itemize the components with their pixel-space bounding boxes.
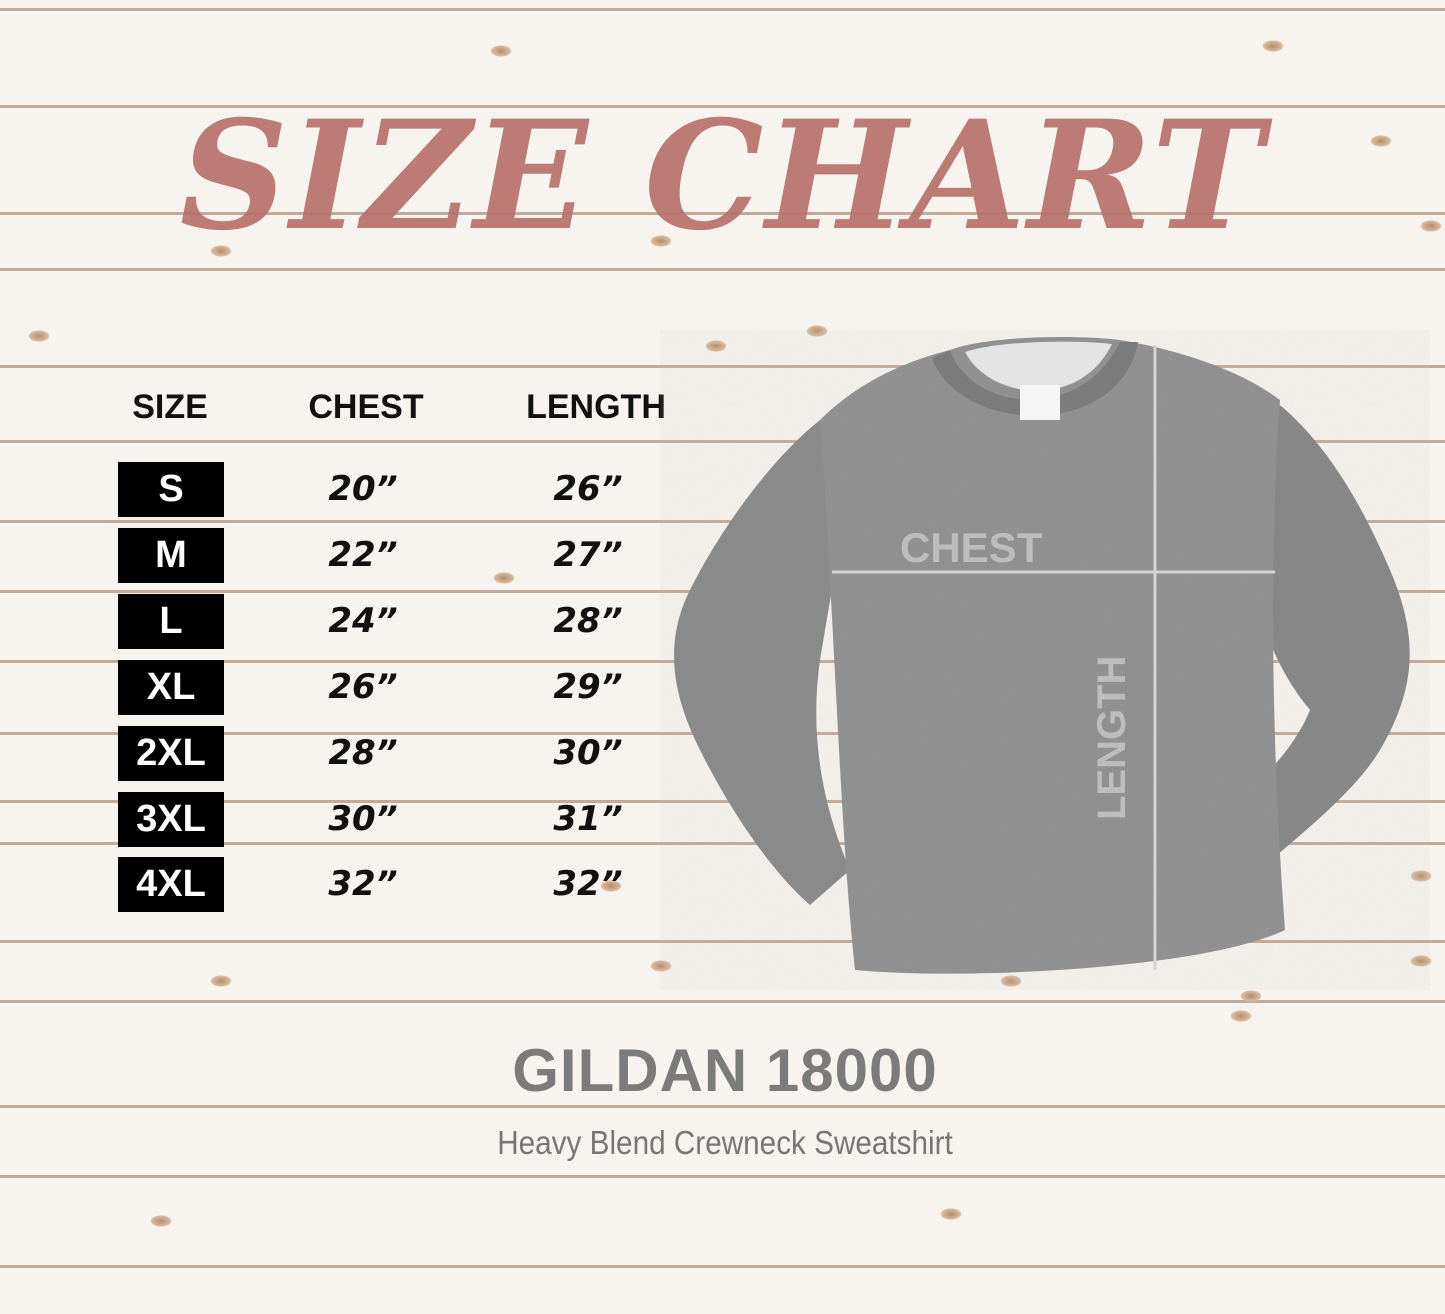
product-description: Heavy Blend Crewneck Sweatshirt <box>497 1124 953 1161</box>
header-size: SIZE <box>132 388 208 426</box>
plank-seam <box>0 8 1445 11</box>
sweatshirt-image <box>673 337 1410 974</box>
wood-knot <box>705 340 727 352</box>
wood-knot <box>600 880 622 892</box>
plank-seam <box>0 212 1445 215</box>
chest-measure-label: CHEST <box>900 524 1043 571</box>
size-label: L <box>118 594 224 649</box>
plank-seam <box>0 520 1445 523</box>
plank-seam <box>0 842 1445 845</box>
wood-knot <box>210 975 232 987</box>
chest-value: 26” <box>328 667 398 707</box>
size-label: S <box>118 462 224 517</box>
wood-knot <box>1230 1010 1252 1022</box>
length-value: 28” <box>553 601 623 641</box>
wood-knot <box>650 960 672 972</box>
length-value: 30” <box>553 733 623 773</box>
length-value: 26” <box>553 469 623 509</box>
length-value: 29” <box>553 667 623 707</box>
header-chest: CHEST <box>308 388 424 426</box>
sweatshirt-left-sleeve <box>673 420 850 905</box>
length-value: 32” <box>553 864 623 904</box>
plank-seam <box>0 268 1445 271</box>
wood-knot <box>1262 40 1284 52</box>
plank-seam <box>0 365 1445 368</box>
wood-knot <box>1410 870 1432 882</box>
chest-value: 20” <box>328 469 398 509</box>
size-label: XL <box>118 660 224 715</box>
wood-knot <box>806 325 828 337</box>
wood-knot <box>650 235 672 247</box>
size-label: 3XL <box>118 792 224 847</box>
plank-seam <box>0 1105 1445 1108</box>
chest-value: 32” <box>328 864 398 904</box>
wood-knot <box>940 1208 962 1220</box>
plank-seam <box>0 105 1445 108</box>
plank-seam <box>0 1265 1445 1268</box>
chest-value: 28” <box>328 733 398 773</box>
garment-tag <box>1020 385 1060 420</box>
wood-knot <box>1410 955 1432 967</box>
sweatshirt-collar-inner <box>965 341 1112 391</box>
plank-seam <box>0 940 1445 943</box>
wood-knot <box>1370 135 1392 147</box>
chest-value: 24” <box>328 601 398 641</box>
wood-knot <box>1240 990 1262 1002</box>
wood-knot <box>210 245 232 257</box>
sweatshirt-collar <box>932 342 1138 416</box>
plank-seam <box>0 800 1445 803</box>
wood-knot <box>1420 220 1442 232</box>
wood-knot <box>490 45 512 57</box>
size-label: 2XL <box>118 726 224 781</box>
plank-seam <box>0 1175 1445 1178</box>
sweatshirt-right-sleeve <box>1185 390 1410 900</box>
length-value: 27” <box>553 535 623 575</box>
chest-value: 22” <box>328 535 398 575</box>
sweatshirt-body <box>820 337 1285 974</box>
size-label: M <box>118 528 224 583</box>
wood-knot <box>1000 975 1022 987</box>
plank-seam <box>0 1000 1445 1003</box>
chest-value: 30” <box>328 799 398 839</box>
wood-knot <box>150 1215 172 1227</box>
wood-knot <box>493 572 515 584</box>
wood-knot <box>28 330 50 342</box>
header-length: LENGTH <box>526 388 666 426</box>
length-measure-label: LENGTH <box>1090 655 1134 820</box>
length-value: 31” <box>553 799 623 839</box>
product-brand-model: GILDAN 18000 <box>512 1037 938 1104</box>
plank-seam <box>0 440 1445 443</box>
size-label: 4XL <box>118 857 224 912</box>
page-title: SIZE CHART <box>179 88 1266 264</box>
